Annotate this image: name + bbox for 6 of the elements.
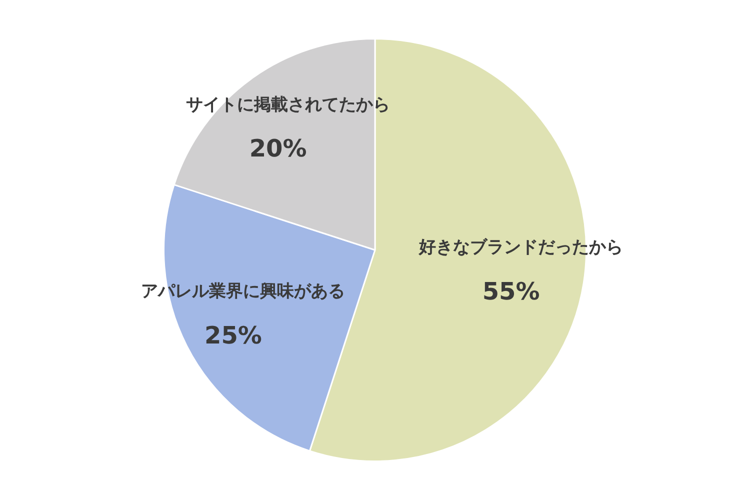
data-label: 55%: [482, 277, 540, 306]
data-label: 25%: [204, 321, 262, 350]
slice-label: 好きなブランドだったから: [418, 238, 624, 258]
slice-label: サイトに掲載されてたから: [186, 94, 390, 115]
data-label: 20%: [249, 134, 307, 163]
slice-label: アパレル業界に興味がある: [141, 282, 346, 302]
